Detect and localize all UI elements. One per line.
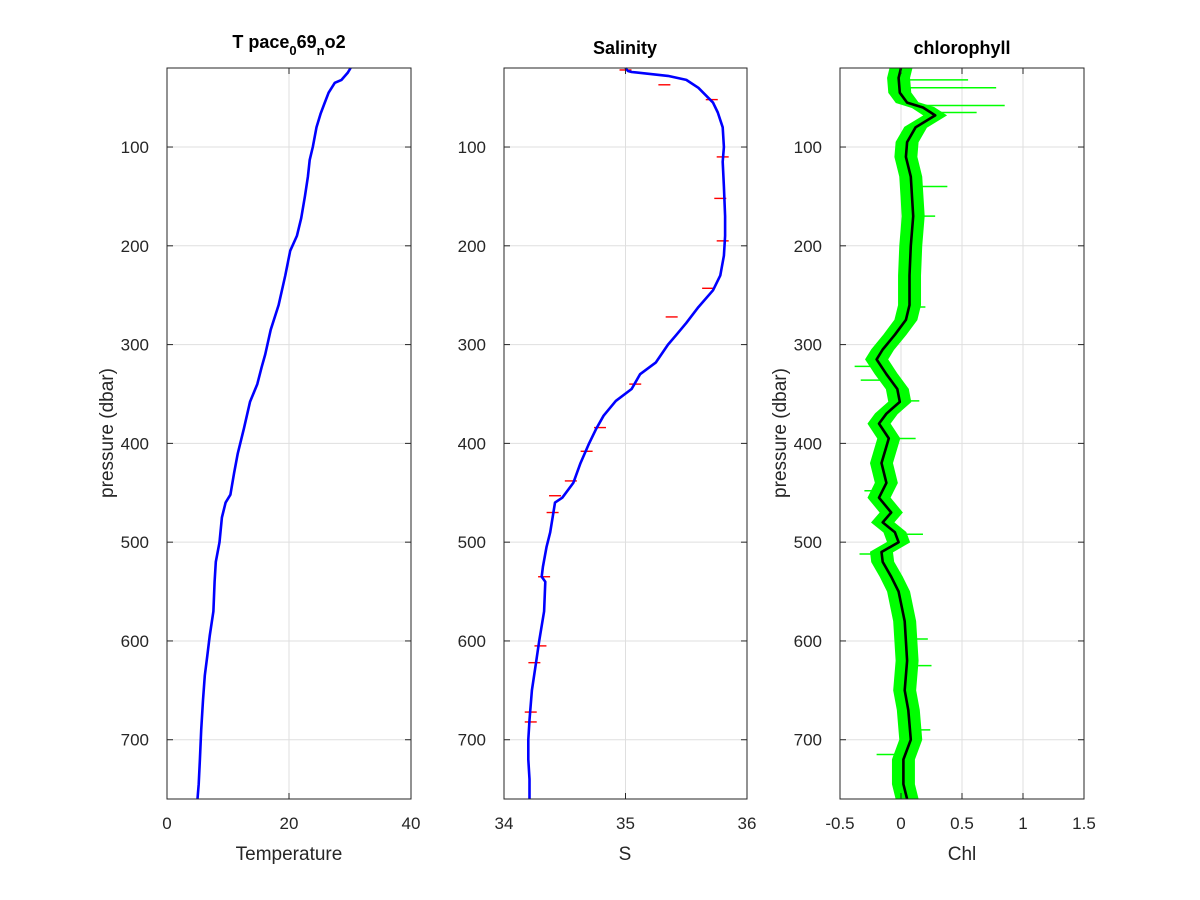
temperature-x-tick-label: 40 <box>402 814 421 833</box>
salinity-data <box>524 67 729 799</box>
salinity-x-tick-label: 36 <box>738 814 757 833</box>
salinity-x-axis-label: S <box>619 844 632 865</box>
chlorophyll-x-tick-label: -0.5 <box>825 814 854 833</box>
salinity-y-tick-label: 600 <box>458 632 486 651</box>
chlorophyll-x-tick-label: 1.5 <box>1072 814 1096 833</box>
salinity-y-tick-label: 700 <box>458 731 486 750</box>
temperature-data <box>196 67 352 800</box>
chlorophyll-profile-line <box>875 67 937 800</box>
salinity-title: Salinity <box>593 38 657 58</box>
salinity-profile-line <box>527 67 727 799</box>
chlorophyll-y-tick-label: 400 <box>794 434 822 453</box>
salinity-y-tick-label: 500 <box>458 533 486 552</box>
chlorophyll-y-tick-label: 700 <box>794 731 822 750</box>
temperature-y-tick-label: 300 <box>121 336 149 355</box>
temperature-profile-line <box>196 67 352 800</box>
panel-salinity: 34 35 36 100 200 300 400 500 600 700 Salinity S <box>458 38 757 865</box>
temperature-y-axis-label: pressure (dbar) <box>97 368 118 498</box>
salinity-y-tick-label: 400 <box>458 434 486 453</box>
chlorophyll-x-tick-label: 1 <box>1018 814 1027 833</box>
temperature-y-tick-label: 200 <box>121 237 149 256</box>
chlorophyll-x-tick-label: 0.5 <box>950 814 974 833</box>
salinity-x-tick-label: 34 <box>495 814 514 833</box>
chlorophyll-y-tick-label: 300 <box>794 336 822 355</box>
salinity-grid <box>504 68 747 799</box>
chlorophyll-y-tick-label: 100 <box>794 138 822 157</box>
temperature-y-tick-label: 700 <box>121 731 149 750</box>
temperature-x-tick-label: 0 <box>162 814 171 833</box>
temperature-y-tick-label: 100 <box>121 138 149 157</box>
chlorophyll-x-tick-label: 0 <box>896 814 905 833</box>
temperature-title: T pace069no2 <box>232 32 345 58</box>
salinity-x-tick-label: 35 <box>616 814 635 833</box>
temperature-grid <box>167 68 411 799</box>
temperature-x-axis-label: Temperature <box>236 844 343 865</box>
chlorophyll-y-tick-label: 500 <box>794 533 822 552</box>
temperature-y-tick-label: 500 <box>121 533 149 552</box>
chlorophyll-ticks: -0.5 0 0.5 1 1.5 100 200 300 400 500 600 700 <box>794 68 1096 833</box>
chlorophyll-y-axis-label: pressure (dbar) <box>770 368 791 498</box>
salinity-y-tick-label: 100 <box>458 138 486 157</box>
chlorophyll-y-tick-label: 200 <box>794 237 822 256</box>
chlorophyll-data <box>854 67 1005 800</box>
temperature-y-tick-label: 600 <box>121 632 149 651</box>
chlorophyll-y-tick-label: 600 <box>794 632 822 651</box>
chlorophyll-x-axis-label: Chl <box>948 844 977 865</box>
salinity-y-tick-label: 300 <box>458 336 486 355</box>
temperature-x-tick-label: 20 <box>280 814 299 833</box>
temperature-ticks: 0 20 40 100 200 300 400 500 600 700 <box>121 68 421 833</box>
salinity-y-tick-label: 200 <box>458 237 486 256</box>
panel-chlorophyll: -0.5 0 0.5 1 1.5 100 200 300 400 500 600 700 chloro… <box>770 38 1096 865</box>
salinity-ticks: 34 35 36 100 200 300 400 500 600 700 <box>458 68 757 833</box>
chlorophyll-title: chlorophyll <box>913 38 1010 58</box>
temperature-y-tick-label: 400 <box>121 434 149 453</box>
